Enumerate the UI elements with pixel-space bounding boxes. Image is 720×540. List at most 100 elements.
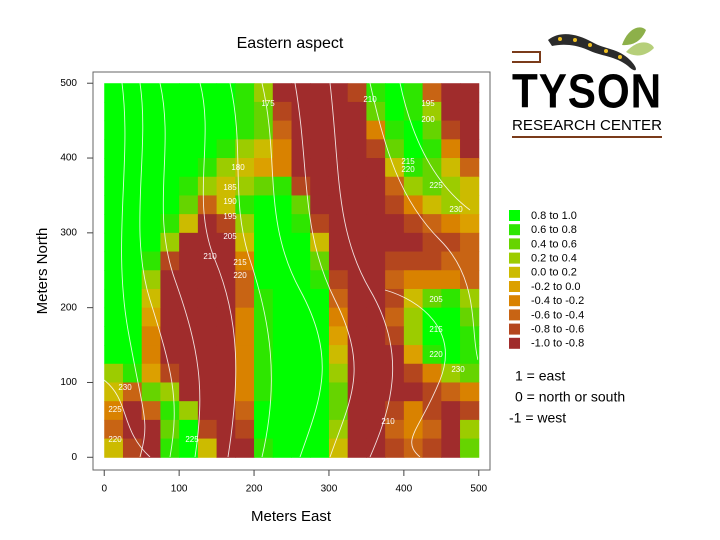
heatmap-cell [328, 158, 349, 178]
heatmap-cell [366, 251, 386, 271]
heatmap-cell [385, 419, 405, 440]
heatmap-cell [385, 139, 405, 159]
spot [588, 43, 592, 47]
heatmap-cell [254, 345, 274, 365]
heatmap-cell [122, 83, 143, 103]
heatmap-cell [422, 401, 442, 421]
heatmap-cell [272, 401, 292, 421]
heatmap-cell [160, 139, 180, 159]
heatmap-cell [310, 232, 330, 253]
heatmap-cell [160, 307, 180, 327]
heatmap-cell [104, 158, 124, 178]
heatmap-cell [216, 326, 236, 346]
contour-line [294, 83, 355, 457]
contour-label: 175 [261, 99, 275, 108]
heatmap-cell [328, 438, 349, 458]
heatmap-cell [366, 438, 386, 458]
heatmap-cell [291, 158, 311, 178]
heatmap-cell [422, 419, 442, 440]
heatmap-cell [422, 120, 442, 140]
heatmap-cell [216, 382, 236, 402]
contour-label: 225 [108, 405, 122, 414]
heatmap-cell [179, 195, 199, 215]
heatmap-cell [460, 195, 480, 215]
heatmap-cell [441, 232, 461, 253]
heatmap-cell [254, 270, 274, 290]
contour-line [139, 83, 175, 457]
heatmap-cell [460, 120, 480, 140]
heatmap-cell [179, 401, 199, 421]
heatmap-cell [160, 382, 180, 402]
heatmap-cell [422, 83, 442, 103]
x-tick-label: 500 [470, 484, 487, 495]
heatmap-cell [254, 307, 274, 327]
heatmap-cell [441, 270, 461, 290]
heatmap-cell [122, 363, 143, 383]
heatmap-cell [385, 195, 405, 215]
heatmap-cell [366, 158, 386, 178]
contour-label: 230 [449, 205, 463, 214]
heatmap-cell [179, 158, 199, 178]
contour-label: 225 [429, 181, 443, 190]
heatmap-cell [197, 363, 218, 383]
heatmap-cell [422, 214, 442, 234]
heatmap-cell [141, 326, 161, 346]
heatmap-cell [122, 176, 143, 196]
heatmap-cell [310, 120, 330, 140]
heatmap-cell [197, 158, 218, 178]
y-tick-label: 100 [60, 377, 77, 388]
heatmap-cell [291, 401, 311, 421]
heatmap-cell [272, 419, 292, 440]
y-axis-label: Meters North [34, 228, 51, 315]
contour-label: 230 [451, 365, 465, 374]
heatmap-cell [441, 158, 461, 178]
heatmap-cell [460, 270, 480, 290]
heatmap-cell [310, 101, 330, 122]
heatmap-cell [347, 83, 367, 103]
heatmap-cell [291, 382, 311, 402]
heatmap-cell [216, 120, 236, 140]
heatmap-cell [291, 345, 311, 365]
heatmap-cell [366, 401, 386, 421]
heatmap-cell [328, 307, 349, 327]
heatmap-cell [366, 232, 386, 253]
heatmap-cell [179, 438, 199, 458]
heatmap-cell [216, 139, 236, 159]
heatmap-cell [141, 419, 161, 440]
contour-label: 195 [421, 99, 435, 108]
heatmap-cell [441, 139, 461, 159]
heatmap-cell [291, 307, 311, 327]
heatmap-cell [328, 419, 349, 440]
contour-label: 220 [233, 271, 247, 280]
heatmap-cell [197, 195, 218, 215]
heatmap-cell [272, 382, 292, 402]
heatmap-cell [160, 158, 180, 178]
heatmap-cell [122, 214, 143, 234]
heatmap-cell [328, 251, 349, 271]
heatmap-cell [254, 120, 274, 140]
legend-label: -1.0 to -0.8 [531, 338, 584, 350]
salamander [548, 34, 636, 71]
heatmap-cell [141, 270, 161, 290]
heatmap-cell [197, 419, 218, 440]
heatmap-cell [272, 120, 292, 140]
heatmap-cell [254, 401, 274, 421]
heatmap-cell [422, 438, 442, 458]
heatmap-cell [366, 419, 386, 440]
heatmap-cell [122, 251, 143, 271]
heatmap-cell [141, 345, 161, 365]
heatmap-cell [422, 232, 442, 253]
heatmap-cell [197, 401, 218, 421]
heatmap-cell [216, 195, 236, 215]
heatmap-cell [160, 120, 180, 140]
heatmap-cell [403, 345, 424, 365]
heatmap-cell [310, 419, 330, 440]
leaf [626, 42, 654, 56]
spot [558, 37, 562, 41]
heatmap-cell [122, 438, 143, 458]
heatmap-cell [272, 139, 292, 159]
heatmap-cell [254, 251, 274, 271]
heatmap-cell [310, 158, 330, 178]
contour-label: 210 [363, 95, 377, 104]
heatmap-cell [403, 139, 424, 159]
